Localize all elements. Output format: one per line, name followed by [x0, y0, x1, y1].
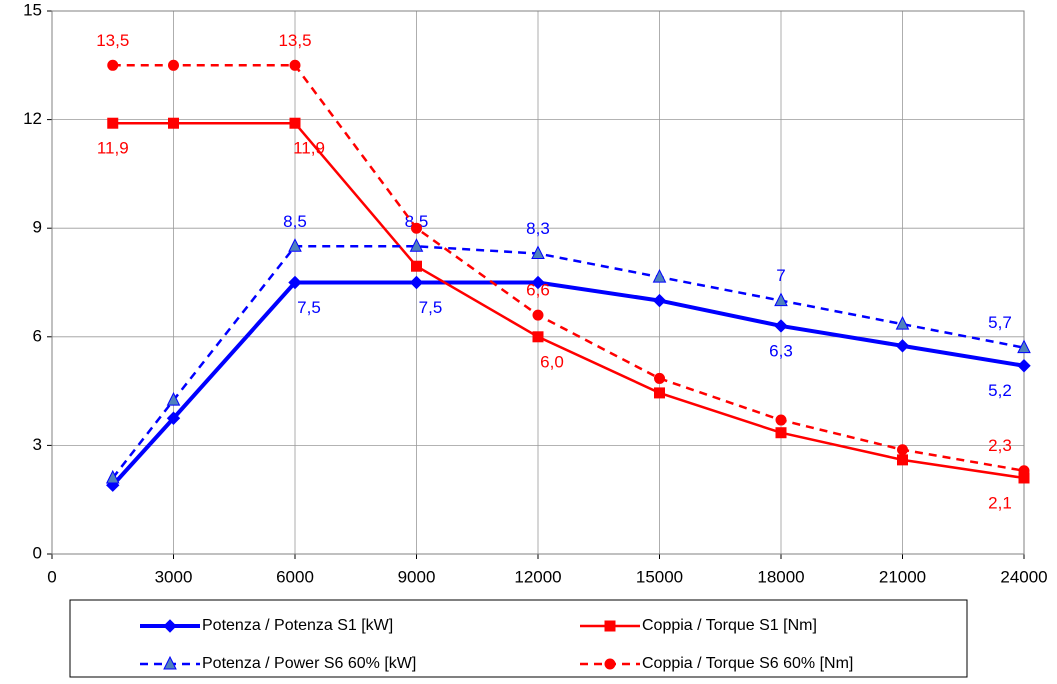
data-point [107, 117, 119, 129]
data-label: 8,5 [405, 212, 429, 231]
data-point [168, 117, 179, 129]
data-point [288, 238, 302, 252]
x-tick-label: 6000 [276, 567, 314, 586]
data-point [775, 414, 787, 426]
legend-box [69, 599, 968, 678]
legend-marker [163, 655, 177, 670]
y-tick-label: 3 [33, 435, 42, 454]
x-tick-label: 18000 [757, 567, 804, 586]
x-tick-label: 24000 [1000, 567, 1047, 586]
y-tick-label: 6 [33, 326, 42, 345]
data-point [775, 427, 787, 439]
series-line [111, 245, 1025, 479]
data-point [652, 268, 667, 283]
data-label: 8,5 [283, 212, 307, 231]
data-point [168, 59, 179, 71]
data-label: 5,7 [988, 313, 1012, 332]
data-label: 2,1 [988, 493, 1012, 512]
data-point [532, 331, 544, 343]
data-point [531, 245, 545, 260]
y-tick-label: 12 [23, 109, 42, 128]
data-label: 13,5 [96, 31, 129, 50]
data-point [409, 275, 424, 290]
plot-border [51, 10, 1025, 555]
data-label: 8,3 [526, 219, 550, 238]
x-tick-label: 0 [47, 567, 56, 586]
data-point [532, 309, 544, 321]
data-point [411, 260, 422, 272]
data-label: 11,9 [97, 139, 129, 158]
data-label: 7 [776, 266, 785, 285]
x-tick-label: 9000 [398, 567, 436, 586]
data-point [288, 275, 302, 290]
data-point [411, 222, 422, 234]
data-point [774, 292, 788, 307]
data-label: 6,6 [526, 281, 550, 300]
data-point [1018, 465, 1030, 477]
data-point [654, 387, 665, 399]
data-label: 7,5 [297, 298, 321, 317]
data-point [895, 339, 910, 353]
data-label: 7,5 [419, 298, 443, 317]
data-point [166, 392, 181, 406]
series-line [112, 121, 1025, 480]
data-point [654, 372, 665, 384]
series-line [111, 280, 1025, 487]
data-point [166, 411, 181, 425]
data-point [105, 469, 120, 484]
data-point [895, 316, 910, 330]
y-tick-label: 9 [33, 218, 42, 237]
data-point [409, 238, 424, 252]
data-label: 13,5 [278, 31, 311, 50]
data-label: 11,9 [293, 139, 325, 158]
legend-label: Potenza / Power S6 60% [kW] [202, 655, 416, 672]
data-point [107, 59, 119, 71]
series-line [112, 64, 1025, 472]
data-point [774, 319, 788, 333]
data-point [897, 454, 908, 466]
y-tick-label: 0 [33, 543, 42, 562]
data-point [652, 293, 667, 308]
x-tick-label: 3000 [155, 567, 193, 586]
data-point [1017, 359, 1031, 373]
data-label: 6,3 [769, 341, 793, 360]
x-tick-label: 21000 [879, 567, 926, 586]
legend-label: Coppia / Torque S1 [Nm] [642, 617, 817, 634]
legend-marker [604, 658, 616, 670]
data-point [531, 275, 545, 290]
legend-label: Coppia / Torque S6 60% [Nm] [642, 655, 853, 672]
data-point [1017, 339, 1031, 354]
x-tick-label: 15000 [636, 567, 683, 586]
x-tick-label: 12000 [514, 567, 561, 586]
data-label: 2,3 [988, 436, 1012, 455]
data-label: 6,0 [540, 352, 564, 371]
y-tick-label: 15 [23, 0, 42, 19]
legend-label: Potenza / Potenza S1 [kW] [202, 617, 393, 634]
data-point [289, 59, 301, 71]
legend-marker [604, 620, 616, 632]
data-point [897, 444, 908, 456]
data-label: 5,2 [988, 381, 1012, 400]
data-point [289, 117, 301, 129]
legend-marker [163, 619, 177, 633]
